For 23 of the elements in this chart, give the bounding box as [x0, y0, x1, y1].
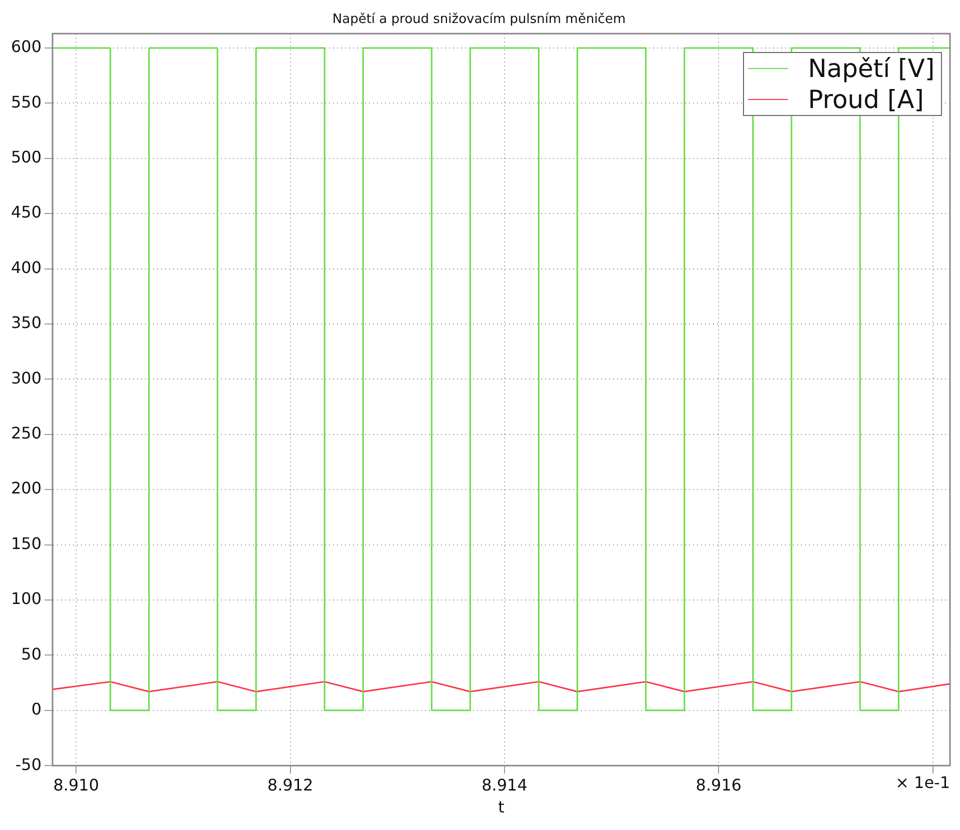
- y-tick-label: 50: [21, 644, 42, 664]
- y-tick-label: 300: [10, 368, 42, 388]
- legend-label: Napětí [V]: [808, 52, 935, 84]
- y-tick-label: 400: [10, 258, 42, 277]
- y-tick-label: 550: [10, 92, 42, 112]
- y-tick-label: 100: [10, 589, 42, 608]
- y-tick-label: 350: [10, 313, 42, 332]
- text: × 1e-1: [896, 772, 950, 792]
- y-tick-label: 450: [10, 202, 42, 222]
- y-tick-label: -50: [15, 754, 42, 774]
- y-tick-label: 0: [31, 700, 42, 719]
- chart-title: Napětí a proud snižovacím pulsním měničem: [332, 12, 626, 28]
- x-axis-title: t: [498, 798, 504, 817]
- x-tick-label: 8.914: [482, 775, 528, 794]
- x-tick-label: 8.916: [696, 775, 742, 794]
- x-tick-label: 8.912: [267, 775, 314, 794]
- y-tick-label: 150: [10, 534, 42, 553]
- legend-label: Proud [A]: [808, 84, 924, 115]
- y-tick-label: 200: [10, 478, 42, 498]
- x-tick-label: 8.910: [53, 775, 100, 794]
- y-tick-label: 500: [10, 148, 42, 167]
- y-tick-label: 600: [10, 37, 42, 56]
- y-tick-label: 250: [10, 424, 42, 443]
